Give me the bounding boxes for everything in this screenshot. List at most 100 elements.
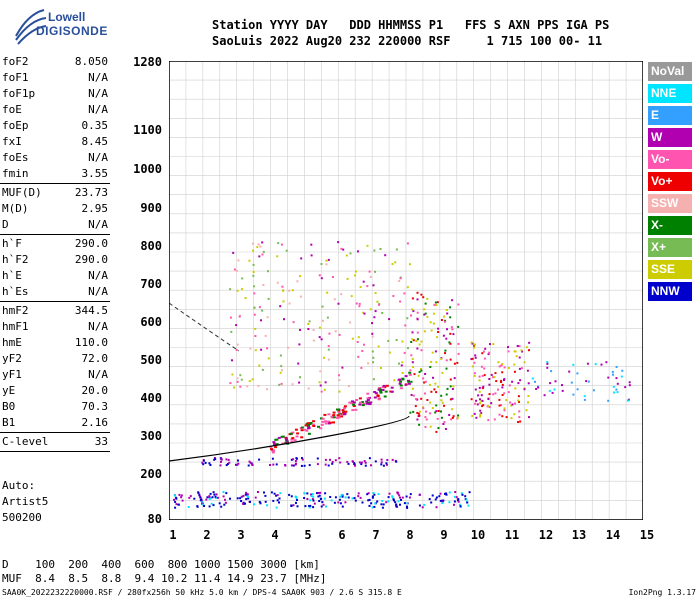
- echo-point: [481, 387, 484, 390]
- echo-point: [435, 361, 438, 364]
- echo-point: [449, 398, 452, 401]
- echo-point: [233, 268, 236, 271]
- echo-point: [372, 356, 375, 359]
- echo-point: [386, 459, 389, 461]
- echo-point: [208, 496, 211, 498]
- echo-point: [507, 350, 510, 353]
- echo-point: [361, 501, 364, 504]
- y-tick-label: 500: [140, 353, 162, 367]
- echo-point: [307, 323, 310, 325]
- echo-point: [343, 407, 347, 410]
- echo-point: [244, 297, 247, 299]
- echo-point: [218, 502, 221, 505]
- echo-point: [500, 364, 503, 367]
- echo-point: [500, 381, 503, 383]
- echo-point: [513, 413, 516, 416]
- echo-point: [258, 458, 261, 461]
- legend-item: NNE: [648, 84, 692, 103]
- echo-point: [385, 462, 388, 465]
- echo-point: [254, 349, 257, 352]
- profile-curve: [169, 415, 410, 462]
- echo-point: [517, 421, 520, 423]
- echo-point: [528, 341, 531, 344]
- legend: NoVal NNE E W Vo- Vo+ SSW X- X+ SSE NNW: [648, 62, 692, 304]
- echo-point: [594, 363, 597, 366]
- echo-point: [313, 502, 316, 505]
- param-row: B0 70.3: [2, 400, 108, 413]
- echo-point: [340, 415, 344, 418]
- echo-point: [520, 349, 523, 352]
- echo-point: [351, 400, 354, 403]
- echo-point: [518, 345, 521, 348]
- echo-point: [473, 344, 476, 347]
- echo-point: [488, 406, 491, 409]
- echo-point: [444, 352, 446, 355]
- param-row: fmin 3.55: [2, 167, 108, 180]
- echo-point: [371, 506, 374, 509]
- echo-point: [436, 336, 439, 339]
- echo-point: [446, 312, 449, 315]
- echo-point: [201, 461, 204, 464]
- echo-point: [515, 355, 518, 358]
- echo-point: [505, 416, 508, 419]
- echo-point: [237, 259, 240, 262]
- echo-point: [417, 412, 420, 415]
- echo-point: [212, 491, 215, 494]
- echo-point: [208, 498, 211, 501]
- echo-point: [279, 354, 282, 357]
- echo-point: [453, 362, 456, 365]
- echo-point: [550, 370, 553, 373]
- echo-point: [174, 500, 177, 503]
- echo-point: [380, 503, 383, 506]
- x-tick-label: 11: [504, 528, 520, 542]
- echo-point: [416, 298, 419, 301]
- echo-point: [471, 365, 474, 368]
- echo-point: [441, 500, 444, 503]
- echo-point: [474, 388, 477, 391]
- echo-point: [406, 242, 409, 245]
- echo-point: [316, 457, 319, 460]
- echo-point: [367, 362, 370, 365]
- echo-point: [174, 494, 176, 497]
- echo-point: [329, 496, 332, 498]
- echo-point: [290, 440, 294, 443]
- echo-point: [478, 379, 481, 382]
- echo-point: [275, 438, 279, 441]
- echo-point: [428, 498, 431, 501]
- echo-point: [431, 407, 434, 410]
- echo-point: [435, 304, 438, 307]
- echo-point: [362, 280, 365, 283]
- version-label: Ion2Png 1.3.17: [628, 588, 696, 597]
- echo-point: [386, 463, 388, 466]
- echo-point: [318, 500, 321, 502]
- echo-point: [410, 354, 413, 357]
- echo-point: [424, 302, 427, 305]
- echo-point: [450, 326, 453, 329]
- echo-point: [403, 351, 406, 354]
- echo-point: [293, 439, 297, 442]
- echo-point: [306, 422, 310, 425]
- echo-point: [406, 506, 409, 509]
- echo-point: [401, 361, 404, 364]
- echo-point: [206, 496, 209, 499]
- echo-point: [377, 388, 380, 391]
- echo-point: [340, 493, 343, 496]
- echo-point: [394, 261, 397, 264]
- param-row: h`F 290.0: [2, 237, 108, 250]
- legend-item: SSE: [648, 260, 692, 279]
- echo-point: [406, 286, 409, 289]
- echo-point: [451, 388, 454, 390]
- echo-point: [236, 463, 239, 466]
- x-tick-label: 9: [440, 528, 448, 542]
- echo-point: [488, 351, 491, 354]
- echo-point: [457, 498, 460, 501]
- echo-point: [217, 496, 219, 499]
- ionogram-plot: [169, 61, 643, 520]
- echo-point: [572, 363, 575, 366]
- echo-point: [448, 414, 451, 416]
- echo-point: [322, 319, 324, 322]
- echo-point: [259, 245, 262, 248]
- param-row: B1 2.16: [2, 416, 108, 429]
- param-row: hmF2 344.5: [2, 304, 108, 317]
- echo-point: [409, 493, 412, 496]
